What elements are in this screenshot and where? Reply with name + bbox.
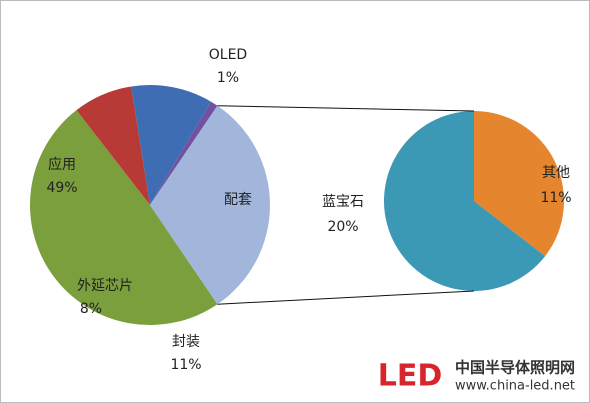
value-label: 11% — [540, 190, 571, 206]
value-label: 20% — [327, 219, 358, 235]
brand: 中国半导体照明网 — [455, 359, 575, 377]
category-label: 外延芯片 — [77, 278, 133, 294]
pie-slice — [76, 86, 150, 205]
category-label: OLED — [209, 47, 247, 63]
pie-slice — [383, 111, 546, 291]
value-label: 11% — [170, 357, 201, 373]
pie-slice — [474, 111, 564, 257]
category-label: 封装 — [172, 334, 200, 350]
pie-slice — [29, 110, 218, 326]
value-label: 8% — [80, 301, 102, 317]
value-label: 49% — [46, 180, 77, 196]
pie-slice — [150, 101, 218, 205]
url: www.china-led.net — [455, 379, 575, 394]
logo: LED 中国半导体照明网 www.china-led.net — [378, 359, 575, 394]
connector — [217, 290, 475, 305]
connector — [217, 105, 475, 112]
pie-slice — [150, 105, 270, 305]
category-label: 蓝宝石 — [322, 194, 364, 210]
category-label: 其他 — [542, 165, 570, 181]
category-label: 配套 — [224, 192, 252, 208]
category-label: 应用 — [48, 156, 76, 173]
value-label: 1% — [217, 70, 239, 86]
logo-text: LED — [378, 359, 443, 394]
pie-slice — [131, 85, 212, 205]
